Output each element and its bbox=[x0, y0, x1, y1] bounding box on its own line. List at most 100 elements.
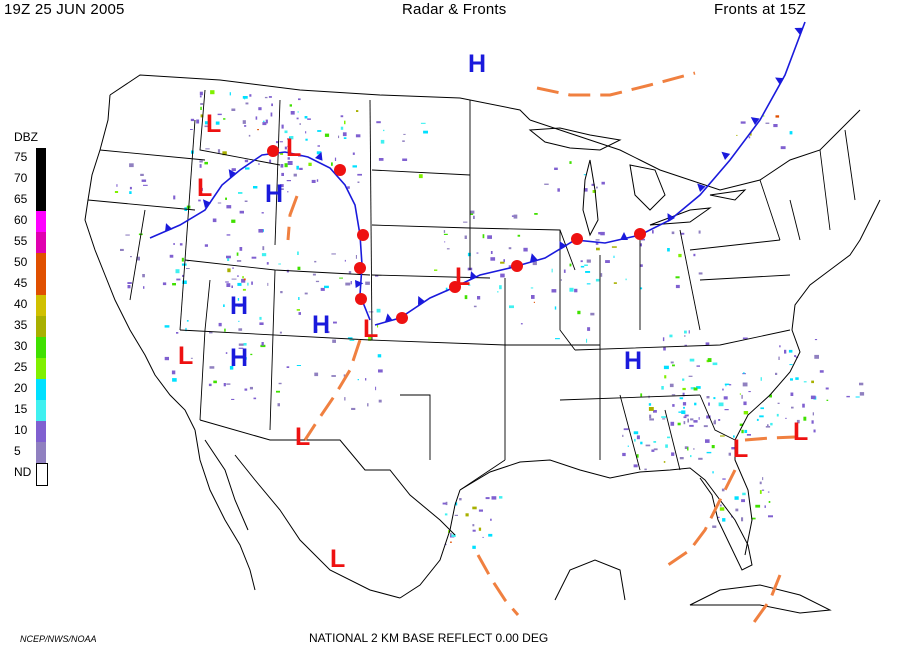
legend-level-nd: ND bbox=[12, 463, 52, 486]
low-pressure-marker: L bbox=[733, 435, 749, 463]
trough-gulf bbox=[476, 554, 520, 616]
legend-swatch bbox=[36, 253, 46, 274]
legend-label: 60 bbox=[14, 213, 28, 227]
cold-front-pip bbox=[750, 117, 760, 125]
legend-label: 65 bbox=[14, 192, 28, 206]
legend-level-30: 30 bbox=[12, 337, 52, 358]
cold-front-pip bbox=[165, 223, 173, 232]
legend-level-40: 40 bbox=[12, 295, 52, 316]
legend-level-70: 70 bbox=[12, 169, 52, 190]
cold-front-pip bbox=[667, 213, 675, 222]
trough-atlantic bbox=[744, 435, 796, 442]
fronts-time: Fronts at 15Z bbox=[714, 1, 806, 18]
legend-label: 50 bbox=[14, 255, 28, 269]
cold-front-pip bbox=[385, 313, 393, 322]
legend-swatch bbox=[36, 232, 46, 253]
cold-front-pip bbox=[228, 169, 237, 178]
low-pressure-marker: L bbox=[793, 418, 809, 446]
legend-level-75: 75 bbox=[12, 148, 52, 169]
legend-level-60: 60 bbox=[12, 211, 52, 232]
high-pressure-marker: H bbox=[312, 311, 331, 339]
dbz-legend: DBZ 75 70 65 60 55 50 45 40 35 30 25 20 15 10 5 ND bbox=[12, 130, 52, 550]
legend-level-65: 65 bbox=[12, 190, 52, 211]
legend-level-10: 10 bbox=[12, 421, 52, 442]
legend-level-25: 25 bbox=[12, 358, 52, 379]
warm-front-pip bbox=[354, 262, 366, 274]
stationary-front bbox=[374, 21, 806, 326]
warm-front-pip bbox=[267, 145, 279, 157]
legend-swatch bbox=[36, 190, 46, 211]
legend-swatch bbox=[36, 358, 46, 379]
cold-front-pip bbox=[470, 271, 478, 280]
legend-label: 10 bbox=[14, 423, 28, 437]
cold-front-pip bbox=[775, 77, 784, 85]
coastline bbox=[84, 94, 881, 614]
state-lines bbox=[87, 89, 856, 491]
low-pressure-marker: L bbox=[178, 342, 194, 370]
cold-front-pip bbox=[620, 232, 628, 240]
legend-label: 20 bbox=[14, 381, 28, 395]
trough-cuba bbox=[750, 574, 782, 626]
radar-echoes bbox=[114, 90, 865, 549]
map-timestamp: 19Z 25 JUN 2005 bbox=[4, 1, 125, 18]
warm-front-pip bbox=[355, 293, 367, 305]
warm-front-pip bbox=[571, 233, 583, 245]
legend-label: 35 bbox=[14, 318, 28, 332]
fronts-layer bbox=[149, 21, 806, 626]
cold-front-pip bbox=[315, 151, 323, 161]
legend-label: 5 bbox=[14, 444, 21, 458]
source-credit: NCEP/NWS/NOAA bbox=[20, 634, 97, 644]
legend-swatch bbox=[36, 337, 46, 358]
low-pressure-marker: L bbox=[363, 315, 379, 343]
legend-swatch bbox=[36, 148, 46, 169]
high-pressure-marker: H bbox=[265, 180, 284, 208]
legend-level-50: 50 bbox=[12, 253, 52, 274]
legend-label: 55 bbox=[14, 234, 28, 248]
legend-swatch bbox=[36, 295, 46, 316]
cold-front-pip bbox=[794, 27, 804, 35]
warm-front-pip bbox=[334, 164, 346, 176]
high-pressure-marker: H bbox=[624, 347, 643, 375]
cold-front-west bbox=[149, 151, 371, 321]
low-pressure-marker: L bbox=[330, 545, 346, 573]
trough-wyoming bbox=[286, 195, 299, 241]
legend-level-55: 55 bbox=[12, 232, 52, 253]
high-pressure-marker: H bbox=[230, 344, 249, 372]
borders bbox=[109, 74, 861, 536]
cold-front-pip bbox=[418, 296, 426, 305]
high-pressure-marker: H bbox=[468, 50, 487, 78]
high-pressure-marker: H bbox=[230, 292, 249, 320]
product-description: NATIONAL 2 KM BASE REFLECT 0.00 DEG bbox=[309, 631, 549, 645]
cold-front-pip bbox=[530, 253, 538, 262]
legend-level-5: 5 bbox=[12, 442, 52, 463]
low-pressure-marker: L bbox=[286, 134, 302, 162]
legend-swatch bbox=[36, 463, 48, 486]
warm-front-pip bbox=[396, 312, 408, 324]
trough-florida bbox=[667, 469, 737, 567]
legend-level-35: 35 bbox=[12, 316, 52, 337]
legend-swatch bbox=[36, 379, 46, 400]
low-pressure-marker: L bbox=[455, 263, 471, 291]
legend-label: ND bbox=[14, 465, 32, 479]
cold-front-pip bbox=[559, 241, 567, 250]
legend-label: 75 bbox=[14, 150, 28, 164]
map-title: Radar & Fronts bbox=[402, 1, 507, 18]
warm-front-pip bbox=[357, 229, 369, 241]
legend-level-20: 20 bbox=[12, 379, 52, 400]
trough-north bbox=[536, 71, 696, 97]
warm-front-pip bbox=[449, 281, 461, 293]
legend-label: 70 bbox=[14, 171, 28, 185]
legend-label: 30 bbox=[14, 339, 28, 353]
legend-title: DBZ bbox=[14, 130, 38, 144]
warm-front-pip bbox=[511, 260, 523, 272]
low-pressure-marker: L bbox=[206, 110, 222, 138]
trough-new-mexico bbox=[303, 339, 362, 441]
cold-front-pip bbox=[355, 280, 364, 288]
warm-front-pip bbox=[634, 228, 646, 240]
legend-swatch bbox=[36, 316, 46, 337]
low-pressure-marker: L bbox=[197, 174, 213, 202]
legend-label: 15 bbox=[14, 402, 28, 416]
legend-swatch bbox=[36, 169, 46, 190]
legend-swatch bbox=[36, 442, 46, 463]
